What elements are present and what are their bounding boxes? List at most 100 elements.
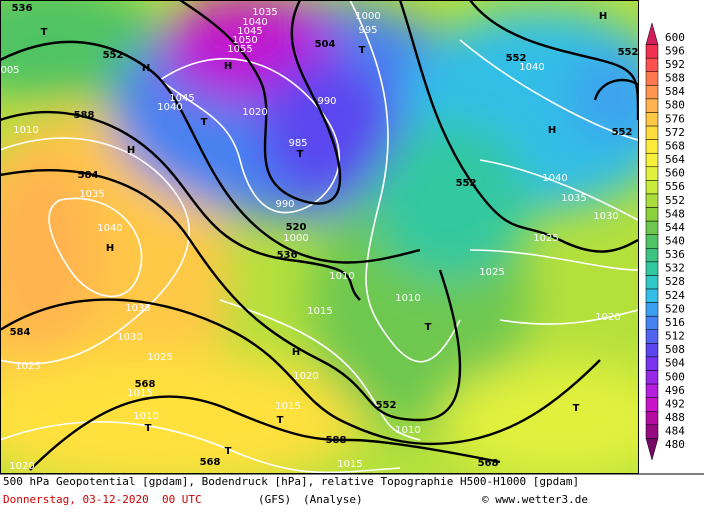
- legend-label: 540: [665, 235, 685, 248]
- legend-label: 528: [665, 275, 685, 288]
- legend-swatch: [645, 261, 659, 276]
- map-label: 1030: [117, 332, 142, 343]
- map-label: 552: [618, 47, 639, 58]
- legend-label: 496: [665, 384, 685, 397]
- map-label: 1020: [242, 107, 267, 118]
- footer-date: Donnerstag, 03-12-2020 00 UTC: [3, 493, 202, 506]
- legend-label: 532: [665, 262, 685, 275]
- map-label: 1015: [127, 388, 152, 399]
- legend-label: 552: [665, 194, 685, 207]
- legend-label: 556: [665, 180, 685, 193]
- map-label: 1040: [519, 62, 544, 73]
- legend-swatch: [645, 44, 659, 59]
- map-label: 568: [135, 379, 156, 390]
- legend-label: 524: [665, 289, 685, 302]
- map-label: 1030: [593, 211, 618, 222]
- map-label: 536: [12, 3, 33, 14]
- map-label: 995: [358, 25, 377, 36]
- map-label: 1025: [533, 233, 558, 244]
- legend-label: 576: [665, 112, 685, 125]
- map-label: 990: [317, 96, 336, 107]
- legend-label: 500: [665, 370, 685, 383]
- map-label: H: [224, 61, 232, 72]
- map-label: 584: [10, 327, 31, 338]
- map-label: 1035: [561, 193, 586, 204]
- map-label: 588: [326, 435, 347, 446]
- map-label: T: [425, 322, 432, 333]
- legend-label: 560: [665, 167, 685, 180]
- legend-swatch: [645, 424, 659, 439]
- map-label: 1025: [479, 267, 504, 278]
- legend-swatch: [645, 125, 659, 140]
- map-label: H: [292, 347, 300, 358]
- map-label: H: [106, 243, 114, 254]
- legend-label: 572: [665, 126, 685, 139]
- legend-label: 480: [665, 438, 685, 451]
- legend-swatch: [645, 180, 659, 195]
- map-label: 005: [0, 65, 19, 76]
- legend-swatch: [645, 411, 659, 426]
- legend-label: 508: [665, 343, 685, 356]
- map-label: 1015: [337, 459, 362, 470]
- map-label: T: [41, 27, 48, 38]
- map-label: 1040: [242, 17, 267, 28]
- legend-swatch: [645, 85, 659, 100]
- legend-swatch: [645, 343, 659, 358]
- map-label: H: [548, 125, 556, 136]
- map-label: T: [297, 149, 304, 160]
- legend-swatch: [645, 22, 659, 45]
- map-label: 1035: [252, 7, 277, 18]
- legend-swatch: [645, 356, 659, 371]
- legend-label: 516: [665, 316, 685, 329]
- legend-swatch: [645, 302, 659, 317]
- map-label: 568: [478, 458, 499, 469]
- map-label: T: [201, 117, 208, 128]
- legend-swatch: [645, 234, 659, 249]
- map-label: 552: [612, 127, 633, 138]
- legend-label: 504: [665, 357, 685, 370]
- map-label: 1050: [232, 35, 257, 46]
- map-label: 568: [200, 457, 221, 468]
- map-label: 520: [286, 222, 307, 233]
- map-label: 1025: [15, 361, 40, 372]
- map-label: 1010: [133, 411, 158, 422]
- legend-swatch: [645, 152, 659, 168]
- map-label: T: [573, 403, 580, 414]
- map-label: 1015: [275, 401, 300, 412]
- map-label: 990: [275, 199, 294, 210]
- legend-swatch: [645, 71, 659, 86]
- legend-swatch: [645, 383, 659, 398]
- legend-swatch: [645, 166, 659, 181]
- legend-swatch: [645, 370, 659, 385]
- legend-swatch: [645, 98, 659, 113]
- map-label: 1000: [355, 11, 380, 22]
- map-label: 584: [78, 170, 99, 181]
- legend-label: 568: [665, 139, 685, 152]
- map-label: 1000: [283, 233, 308, 244]
- map-labels: 536 T 552 H 005 588 1010 H 584 1035 1040…: [0, 3, 638, 472]
- legend-swatch: [645, 57, 659, 72]
- legend-swatch: [645, 139, 659, 154]
- legend-label: 512: [665, 330, 685, 343]
- legend-label: 544: [665, 221, 685, 234]
- legend-swatch: [645, 315, 659, 331]
- map-label: 504: [315, 39, 336, 50]
- map-label: 1020: [293, 371, 318, 382]
- legend: 6005965925885845805765725685645605565525…: [645, 22, 685, 461]
- map-label: 1010: [329, 271, 354, 282]
- map-label: 1010: [13, 125, 38, 136]
- map-label: 1010: [395, 293, 420, 304]
- map-label: T: [145, 423, 152, 434]
- map-label: T: [225, 446, 232, 457]
- map-label: 1020: [595, 312, 620, 323]
- map-label: 552: [456, 178, 477, 189]
- legend-swatch: [645, 112, 659, 127]
- map-label: T: [359, 45, 366, 56]
- map-label: 1035: [125, 303, 150, 314]
- legend-swatch: [645, 397, 659, 412]
- legend-label: 588: [665, 72, 685, 85]
- map-label: 588: [74, 110, 95, 121]
- legend-swatch: [645, 193, 659, 208]
- map-label: 1040: [97, 223, 122, 234]
